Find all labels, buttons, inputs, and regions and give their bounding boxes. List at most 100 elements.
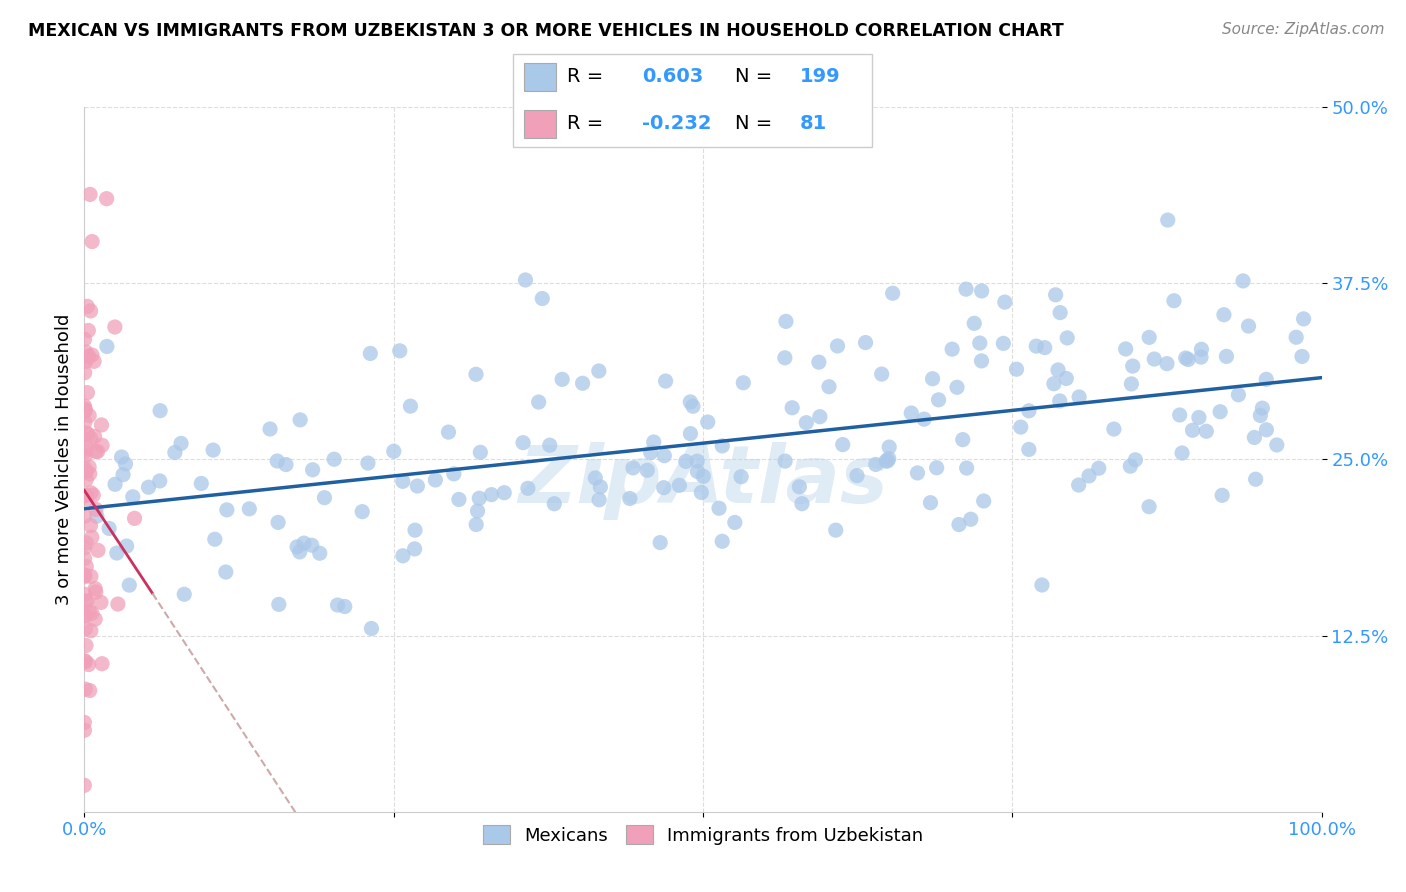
Point (640, 445, 662, 459)
Point (465, 368, 488, 382)
Point (73, 332, 96, 346)
Point (527, 395, 550, 409)
Point (794, 416, 817, 430)
Point (481, 488, 503, 502)
Point (288, 545, 311, 559)
Point (301, 538, 323, 552)
Point (1189, 350, 1212, 364)
Point (686, 454, 709, 468)
Point (952, 433, 974, 447)
Point (285, 540, 308, 554)
Point (876, 454, 898, 468)
Point (827, 339, 849, 353)
Point (80, 348, 103, 362)
Point (75, 472, 97, 486)
FancyBboxPatch shape (524, 110, 557, 138)
Point (531, 292, 554, 306)
FancyBboxPatch shape (513, 54, 872, 147)
Point (170, 436, 193, 450)
Point (1243, 430, 1265, 444)
Point (1181, 423, 1204, 437)
Point (314, 491, 336, 505)
Point (668, 478, 690, 492)
Point (1292, 311, 1315, 326)
Point (808, 409, 831, 424)
Point (512, 435, 534, 450)
Point (333, 599, 356, 614)
Point (925, 460, 948, 475)
Point (877, 440, 900, 454)
Point (107, 597, 129, 611)
Point (75, 354, 97, 368)
Point (588, 364, 610, 378)
Point (959, 512, 981, 526)
Point (77, 657, 100, 672)
Point (77, 409, 100, 423)
Point (80, 530, 103, 544)
Point (404, 541, 426, 556)
Point (79, 683, 101, 698)
Point (79, 518, 101, 533)
Point (352, 505, 374, 519)
Point (73, 509, 96, 524)
Point (73, 715, 96, 730)
Point (941, 342, 963, 356)
Text: ZipAtlas: ZipAtlas (517, 442, 889, 519)
Point (1232, 274, 1254, 288)
Point (274, 458, 297, 472)
Point (83, 354, 105, 368)
Text: N =: N = (735, 114, 773, 133)
Point (382, 444, 405, 458)
Point (1227, 388, 1250, 402)
Point (636, 463, 658, 477)
Point (360, 622, 382, 636)
Text: N =: N = (735, 68, 773, 87)
Point (679, 426, 702, 441)
Point (73, 541, 96, 555)
Point (571, 376, 593, 391)
Text: R =: R = (567, 114, 603, 133)
Point (920, 496, 942, 510)
Point (679, 395, 702, 409)
Point (1177, 352, 1199, 367)
Point (1168, 408, 1191, 422)
Point (870, 367, 893, 381)
Point (82, 235, 104, 249)
Point (84, 612, 107, 626)
Point (652, 449, 675, 463)
Point (818, 380, 841, 394)
Point (1005, 362, 1028, 376)
Point (73, 568, 96, 582)
Point (1069, 390, 1091, 404)
Point (202, 443, 225, 458)
Text: -0.232: -0.232 (643, 114, 711, 133)
Point (121, 490, 143, 504)
Point (392, 549, 415, 563)
Point (388, 343, 411, 358)
Point (824, 523, 846, 537)
Text: R =: R = (567, 68, 603, 87)
Point (1256, 423, 1278, 437)
Point (104, 320, 127, 334)
Point (399, 399, 422, 413)
Text: MEXICAN VS IMMIGRANTS FROM UZBEKISTAN 3 OR MORE VEHICLES IN HOUSEHOLD CORRELATIO: MEXICAN VS IMMIGRANTS FROM UZBEKISTAN 3 … (28, 22, 1064, 40)
Point (1018, 442, 1040, 457)
Point (238, 501, 260, 516)
Point (259, 422, 281, 436)
Point (80, 485, 103, 500)
Point (1087, 461, 1109, 475)
Point (308, 546, 330, 560)
Point (115, 539, 138, 553)
Point (1249, 409, 1271, 423)
Point (204, 533, 226, 547)
Point (76, 491, 98, 506)
Point (1211, 488, 1233, 502)
Point (773, 351, 796, 365)
Point (80, 624, 103, 638)
Point (970, 354, 993, 368)
Point (969, 336, 991, 351)
Point (467, 504, 489, 518)
Point (138, 480, 160, 494)
Point (807, 355, 830, 369)
Point (675, 454, 697, 468)
